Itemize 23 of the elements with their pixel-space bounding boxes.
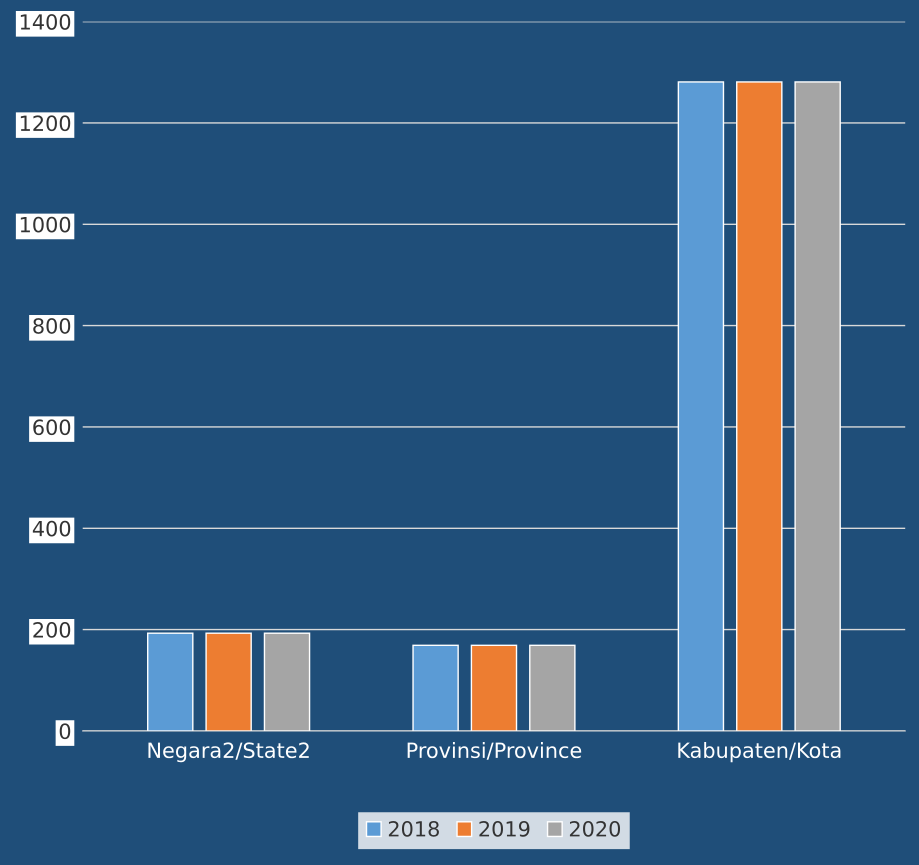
bar: [470, 644, 518, 731]
y-tick-label: 1400: [20, 14, 70, 30]
legend-label: 2020: [570, 820, 620, 837]
bar: [529, 644, 576, 731]
y-tick-label: 1000: [20, 216, 70, 232]
y-tick-label: 600: [33, 419, 70, 436]
x-tick-label: Provinsi/Province: [408, 742, 582, 760]
y-tick-label: 400: [32, 520, 70, 536]
bar: [736, 81, 783, 731]
legend-label: 2018: [388, 820, 439, 837]
y-tick-label: 800: [33, 318, 70, 334]
bar: [794, 81, 841, 731]
bar: [147, 632, 194, 731]
y-tick-label: 1200: [20, 115, 70, 132]
legend-label: 2019: [479, 820, 530, 837]
bar: [205, 632, 252, 731]
y-tick-label: 0: [60, 723, 70, 740]
bar: [678, 81, 724, 731]
bar: [264, 632, 310, 731]
x-tick-label: Kabupaten/Kota: [678, 742, 840, 762]
x-tick-label: Negara2/State2: [148, 742, 309, 762]
bar: [412, 644, 459, 731]
y-tick-label: 200: [33, 622, 70, 638]
